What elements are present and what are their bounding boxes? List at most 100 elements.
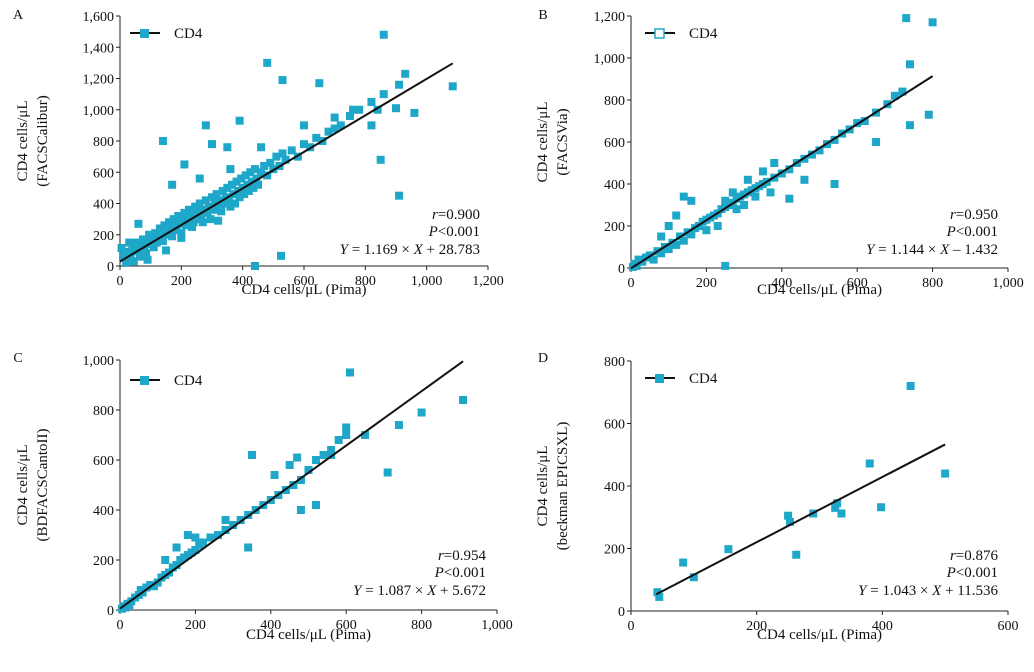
data-point [220,199,229,208]
data-point [240,190,249,199]
data-point [740,201,749,209]
data-point [206,215,215,224]
x-axis-title: CD4 cells/μL (Pima) [242,282,367,298]
x-tick-label: 200 [746,619,767,634]
data-point [172,543,181,552]
regression-line [119,360,464,610]
stat-equation: Y = 1.043 × X + 11.536 [858,583,998,599]
y-tick-label: 200 [604,220,625,235]
data-point [655,592,664,601]
x-tick-label: 0 [117,618,124,633]
data-point [155,224,164,233]
y-tick-label: 600 [93,166,114,181]
data-point [204,202,213,211]
data-point [266,158,275,167]
regression-line [119,62,454,263]
data-point [373,105,382,114]
stat-equation: Y = 1.144 × X – 1.432 [866,242,998,258]
data-point [327,446,336,454]
data-point [161,556,170,564]
data-point [459,396,468,404]
data-point [189,218,198,227]
data-point [125,238,134,247]
data-point [135,252,144,261]
data-point [296,476,305,484]
data-point [263,171,272,180]
data-point [837,509,846,518]
data-point [687,196,696,205]
data-point [330,113,339,122]
data-point [257,143,266,152]
data-point [342,431,351,439]
data-points [628,14,937,271]
data-point [201,121,210,130]
legend-marker [140,29,149,38]
panel-d: D 0 200 400 600 800 0 200 400 600 CD4 cells/μL (Pi… [535,351,1019,643]
data-points [117,30,457,270]
data-point [905,60,914,69]
stat-p: P<0.001 [434,565,486,581]
data-point [672,240,681,249]
legend-label: CD4 [174,26,203,42]
data-point [221,526,230,534]
data-point [214,216,223,225]
data-point [300,121,308,130]
data-point [383,468,392,477]
data-point [247,451,256,459]
x-tick-label: 400 [260,618,281,633]
data-point [687,230,696,239]
x-tick-label: 0 [628,276,635,291]
data-points [653,382,950,601]
data-point [330,124,339,133]
data-point [226,165,235,174]
data-point [189,210,198,219]
stat-p: P<0.001 [946,224,998,240]
data-point [194,207,203,216]
data-point [178,215,187,224]
y-tick-label: 800 [93,135,114,150]
data-point [172,226,181,235]
data-point [223,183,232,192]
legend-label: CD4 [174,373,203,389]
data-point [158,137,167,145]
data-point [185,205,193,214]
data-point [355,105,364,114]
data-point [235,116,244,125]
regression-line [655,443,946,596]
data-point [129,257,138,266]
data-point [342,423,351,432]
data-point [379,90,388,99]
y-tick-label: 600 [604,418,625,433]
data-point [244,187,253,195]
data-point [300,140,308,149]
data-point [146,237,155,245]
data-point [800,175,809,184]
x-tick-label: 200 [696,276,717,291]
data-point [254,180,262,189]
data-point [293,453,302,462]
y-tick-label: 200 [93,229,114,244]
data-point [860,117,869,125]
data-point [401,69,410,78]
data-point [247,177,256,186]
data-point [181,221,190,230]
data-point [180,160,189,169]
y-tick-label: 400 [604,480,625,495]
y-axis-title: CD4 cells/μL [535,102,551,183]
y-tick-label: 400 [93,198,114,213]
data-point [721,261,730,270]
data-point [278,149,287,158]
data-point [214,202,223,211]
data-point [134,219,143,228]
x-tick-label: 1,000 [992,276,1024,291]
data-point [417,408,426,417]
data-point [198,218,207,227]
y-axis-title: (FACSVia) [555,108,571,175]
data-point [376,155,385,164]
data-point [392,104,400,113]
data-point [334,436,343,444]
data-point [250,262,259,270]
regression-line [630,75,934,270]
data-point [394,421,403,429]
